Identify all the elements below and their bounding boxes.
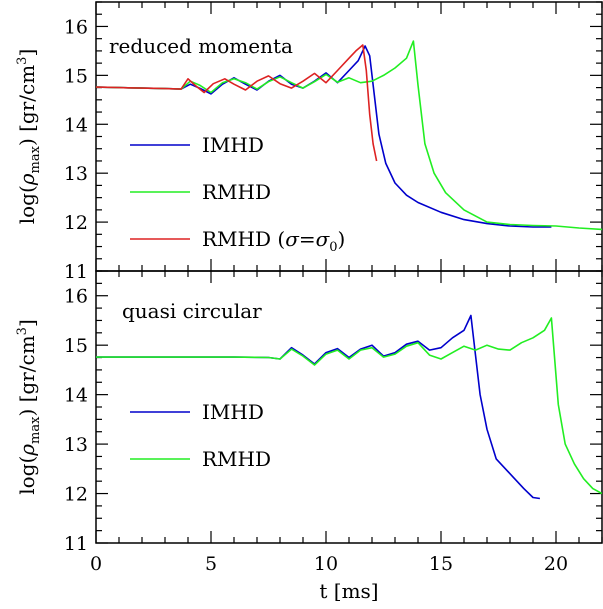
y-tick-label-top: 11 [64, 261, 88, 283]
x-axis-title: t [ms] [319, 579, 378, 603]
y-tick-label-top: 16 [64, 16, 88, 38]
series-line-rmhd-0-top [96, 44, 378, 162]
y-tick-label-bottom: 13 [64, 434, 88, 456]
legend-label-top: RMHD (σ=σ0) [202, 227, 345, 255]
y-tick-label-top: 13 [64, 163, 88, 185]
y-tick-label-top: 12 [64, 212, 88, 234]
panel-reduced-momenta: 11 12 13 14 15 16 log(ρmax) [gr/cm3] reduced mo… [15, 1, 603, 283]
y-tick-label-top: 15 [64, 65, 88, 87]
x-tick-label: 5 [205, 553, 217, 575]
series-line-imhd-top [96, 45, 552, 228]
shared-x-axis: t [ms] [319, 579, 378, 603]
series-line-imhd-bottom [96, 314, 541, 500]
y-tick-label-bottom: 11 [64, 533, 88, 555]
x-tick-label: 15 [429, 553, 453, 575]
legend-label-top: RMHD [202, 180, 271, 204]
series-line-rmhd-top [96, 40, 602, 231]
x-tick-label: 10 [314, 553, 338, 575]
panel-title-bottom: quasi circular [122, 299, 262, 323]
panel-title-top: reduced momenta [109, 34, 293, 58]
y-tick-label-bottom: 12 [64, 484, 88, 506]
y-tick-label-bottom: 16 [64, 286, 88, 308]
series-line-rmhd-bottom [96, 317, 602, 495]
legend-label-bottom: IMHD [202, 400, 264, 424]
y-tick-label-bottom: 15 [64, 335, 88, 357]
panel-quasi-circular: 11 12 13 14 15 16 0 5 10 15 20 log(ρmax) [gr/cm3] qu… [15, 270, 603, 575]
y-tick-label-top: 14 [64, 114, 88, 136]
legend-label-top: IMHD [202, 133, 264, 157]
x-tick-label: 0 [90, 553, 102, 575]
legend-label-bottom: RMHD [202, 447, 271, 471]
y-axis-title-bottom: log(ρmax) [gr/cm3] [15, 319, 43, 495]
y-axis-title-top: log(ρmax) [gr/cm3] [15, 49, 43, 225]
x-tick-label: 20 [544, 553, 568, 575]
y-tick-label-bottom: 14 [64, 385, 88, 407]
